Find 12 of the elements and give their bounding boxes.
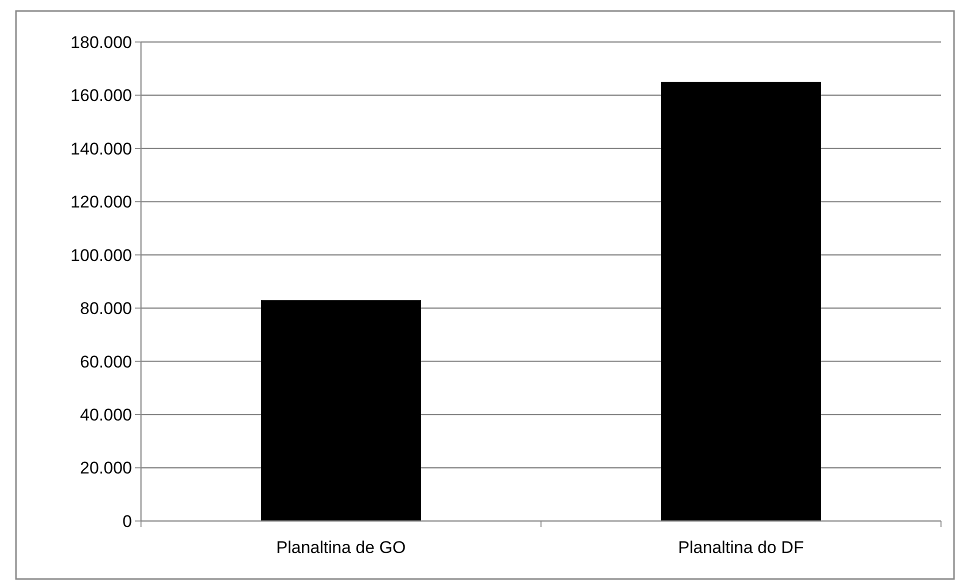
y-tick-label: 100.000 [70,246,132,265]
y-tick-label: 20.000 [80,458,132,478]
y-tick-label: 40.000 [80,406,132,425]
y-tick-label: 180.000 [70,32,132,52]
y-tick-label: 120.000 [70,192,132,212]
y-tick-label: 80.000 [80,299,132,318]
y-tick-label: 140.000 [70,139,132,158]
x-tick-label: Planaltina de GO [276,538,406,557]
y-tick-label: 60.000 [80,352,132,372]
x-tick-label: Planaltina do DF [678,538,804,557]
y-tick-label: 160.000 [70,86,132,106]
y-tick-label: 0 [122,512,132,531]
